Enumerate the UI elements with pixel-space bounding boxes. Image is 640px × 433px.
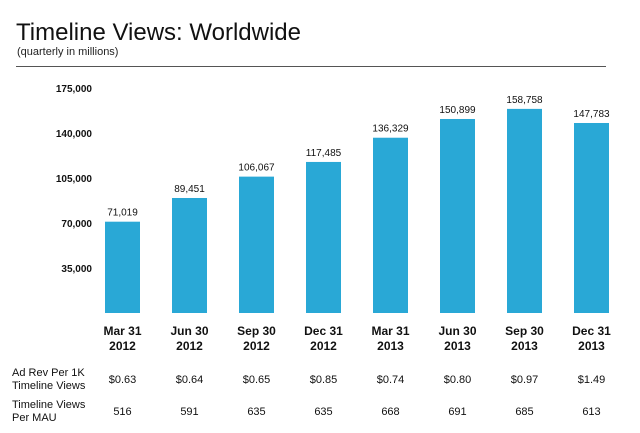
x-category-label: Dec 31 (572, 324, 611, 338)
bar-value-label: 150,899 (439, 105, 476, 116)
bar-value-label: 147,783 (573, 109, 610, 120)
table-cell: 691 (448, 406, 467, 418)
bar (373, 137, 408, 313)
table-cell: $0.80 (443, 374, 472, 386)
table-cell: 635 (247, 406, 266, 418)
y-tick-label: 105,000 (56, 174, 93, 185)
x-category-label: 2013 (444, 339, 471, 353)
y-tick-label: 140,000 (56, 129, 93, 140)
bar (440, 118, 475, 313)
table-cell: $1.49 (577, 374, 606, 386)
table-cell: $0.85 (309, 374, 338, 386)
table-cell: 668 (381, 406, 400, 418)
x-category-label: 2012 (310, 339, 337, 353)
x-category-label: Sep 30 (505, 324, 544, 338)
table-cell: 591 (180, 406, 199, 418)
table-row-label-line: Per MAU (12, 412, 57, 424)
bar-value-label: 136,329 (372, 124, 409, 135)
table-row-label-line: Timeline Views (12, 399, 86, 411)
table-cell: $0.63 (108, 374, 137, 386)
bar (239, 176, 274, 313)
bar-value-label: 117,485 (306, 148, 342, 159)
table-row-label-line: Timeline Views (12, 380, 86, 392)
table-cell: $0.65 (242, 374, 271, 386)
title-divider (16, 66, 606, 67)
x-category-label: 2012 (176, 339, 203, 353)
x-category-label: Mar 31 (371, 324, 409, 338)
x-category-label: Dec 31 (304, 324, 343, 338)
table-row-label: Ad Rev Per 1K Timeline Views (12, 367, 116, 393)
bar-value-label: 89,451 (174, 184, 205, 195)
y-tick-label: 35,000 (61, 264, 92, 275)
bar (172, 197, 207, 313)
table-cell: $0.97 (510, 374, 539, 386)
x-category-label: Mar 31 (103, 324, 141, 338)
table-row-label-line: Ad Rev Per 1K (12, 367, 85, 379)
bar (306, 161, 341, 313)
bar-value-label: 71,019 (107, 208, 138, 219)
bar (105, 221, 140, 313)
bar-value-label: 158,758 (506, 95, 543, 106)
table-cell: 516 (113, 406, 132, 418)
x-category-label: Sep 30 (237, 324, 276, 338)
x-category-label: 2012 (243, 339, 270, 353)
page-subtitle: (quarterly in millions) (17, 46, 119, 58)
table-cell: $0.74 (376, 374, 405, 386)
x-category-label: 2013 (377, 339, 404, 353)
y-tick-label: 70,000 (61, 219, 92, 230)
table-cell: 613 (582, 406, 601, 418)
table-cell: $0.64 (175, 374, 204, 386)
bar-chart: 35,000 70,000 105,000 140,000 175,000 71,019 M… (56, 84, 611, 353)
bar (507, 108, 542, 313)
x-category-label: Jun 30 (170, 324, 208, 338)
table-cell: 685 (515, 406, 534, 418)
x-category-label: 2013 (511, 339, 538, 353)
table-row-label: Timeline Views Per MAU (12, 399, 116, 425)
y-tick-label: 175,000 (56, 84, 93, 95)
x-category-label: 2012 (109, 339, 136, 353)
bar (574, 122, 609, 313)
bar-value-label: 106,067 (238, 163, 275, 174)
table-cell: 635 (314, 406, 333, 418)
page-title: Timeline Views: Worldwide (16, 19, 301, 46)
x-category-label: 2013 (578, 339, 605, 353)
x-category-label: Jun 30 (438, 324, 476, 338)
